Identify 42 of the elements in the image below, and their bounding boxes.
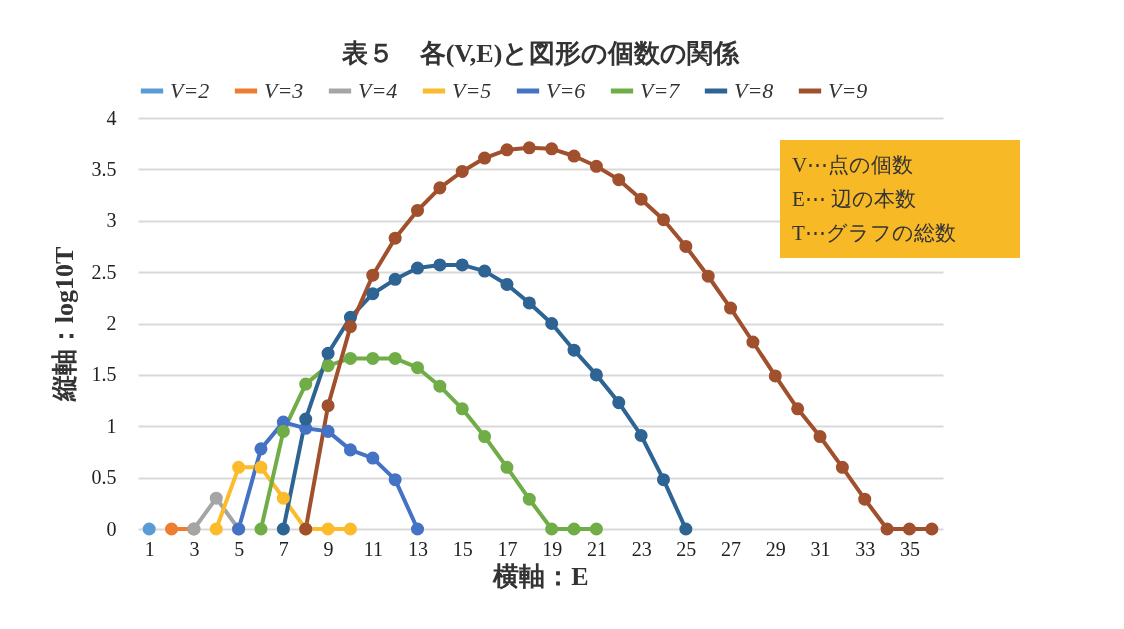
x-tick-label: 33 [855,537,876,560]
x-tick-label: 23 [631,537,652,560]
legend-label: V=2 [170,78,210,103]
chart-title: 表５ 各(V,E)と図形の個数の関係 [340,39,741,68]
x-tick-label: 25 [676,537,697,560]
legend-label: V=6 [546,78,586,103]
legend-label: V=4 [358,78,398,103]
x-tick-label: 21 [586,537,607,560]
y-tick-label: 4 [106,106,117,129]
x-tick-label: 11 [363,537,383,560]
x-tick-label: 3 [189,537,200,560]
x-tick-label: 1 [144,537,155,560]
x-tick-label: 35 [899,537,920,560]
x-tick-label: 15 [452,537,473,560]
annotation: T⋯グラフの総数 [792,220,957,247]
note-box: V⋯点の個数 E⋯ 辺の本数 T⋯グラフの総数 [780,140,1020,258]
x-tick-label: 29 [765,537,786,560]
y-tick-label: 3 [106,209,117,232]
x-tick-label: 17 [497,537,518,560]
x-tick-label: 13 [408,537,429,560]
legend-label: V=7 [640,78,681,103]
y-tick-label: 0 [106,517,117,540]
y-tick-label: 1.5 [91,363,117,386]
x-tick-label: 19 [542,537,563,560]
y-tick-label: 2.5 [91,260,117,283]
x-tick-label: 27 [721,537,742,560]
x-tick-label: 7 [278,537,289,560]
legend-label: V=5 [452,78,492,103]
legend-label: V=3 [264,78,304,103]
annotation: V⋯点の個数 [792,152,915,179]
y-tick-label: 2 [106,312,117,334]
x-axis-title: 横軸：E [492,561,589,591]
y-tick-label: 0.5 [91,466,117,489]
y-tick-label: 3.5 [91,157,117,180]
y-axis-title: 縦軸：log10T [49,246,79,403]
y-tick-label: 1 [106,414,117,437]
x-tick-label: 31 [810,537,831,560]
x-tick-label: 9 [323,537,334,560]
annotation: E⋯ 辺の本数 [792,186,918,213]
x-tick-label: 5 [234,537,245,560]
legend-label: V=8 [734,78,774,103]
legend-label: V=9 [828,78,868,103]
